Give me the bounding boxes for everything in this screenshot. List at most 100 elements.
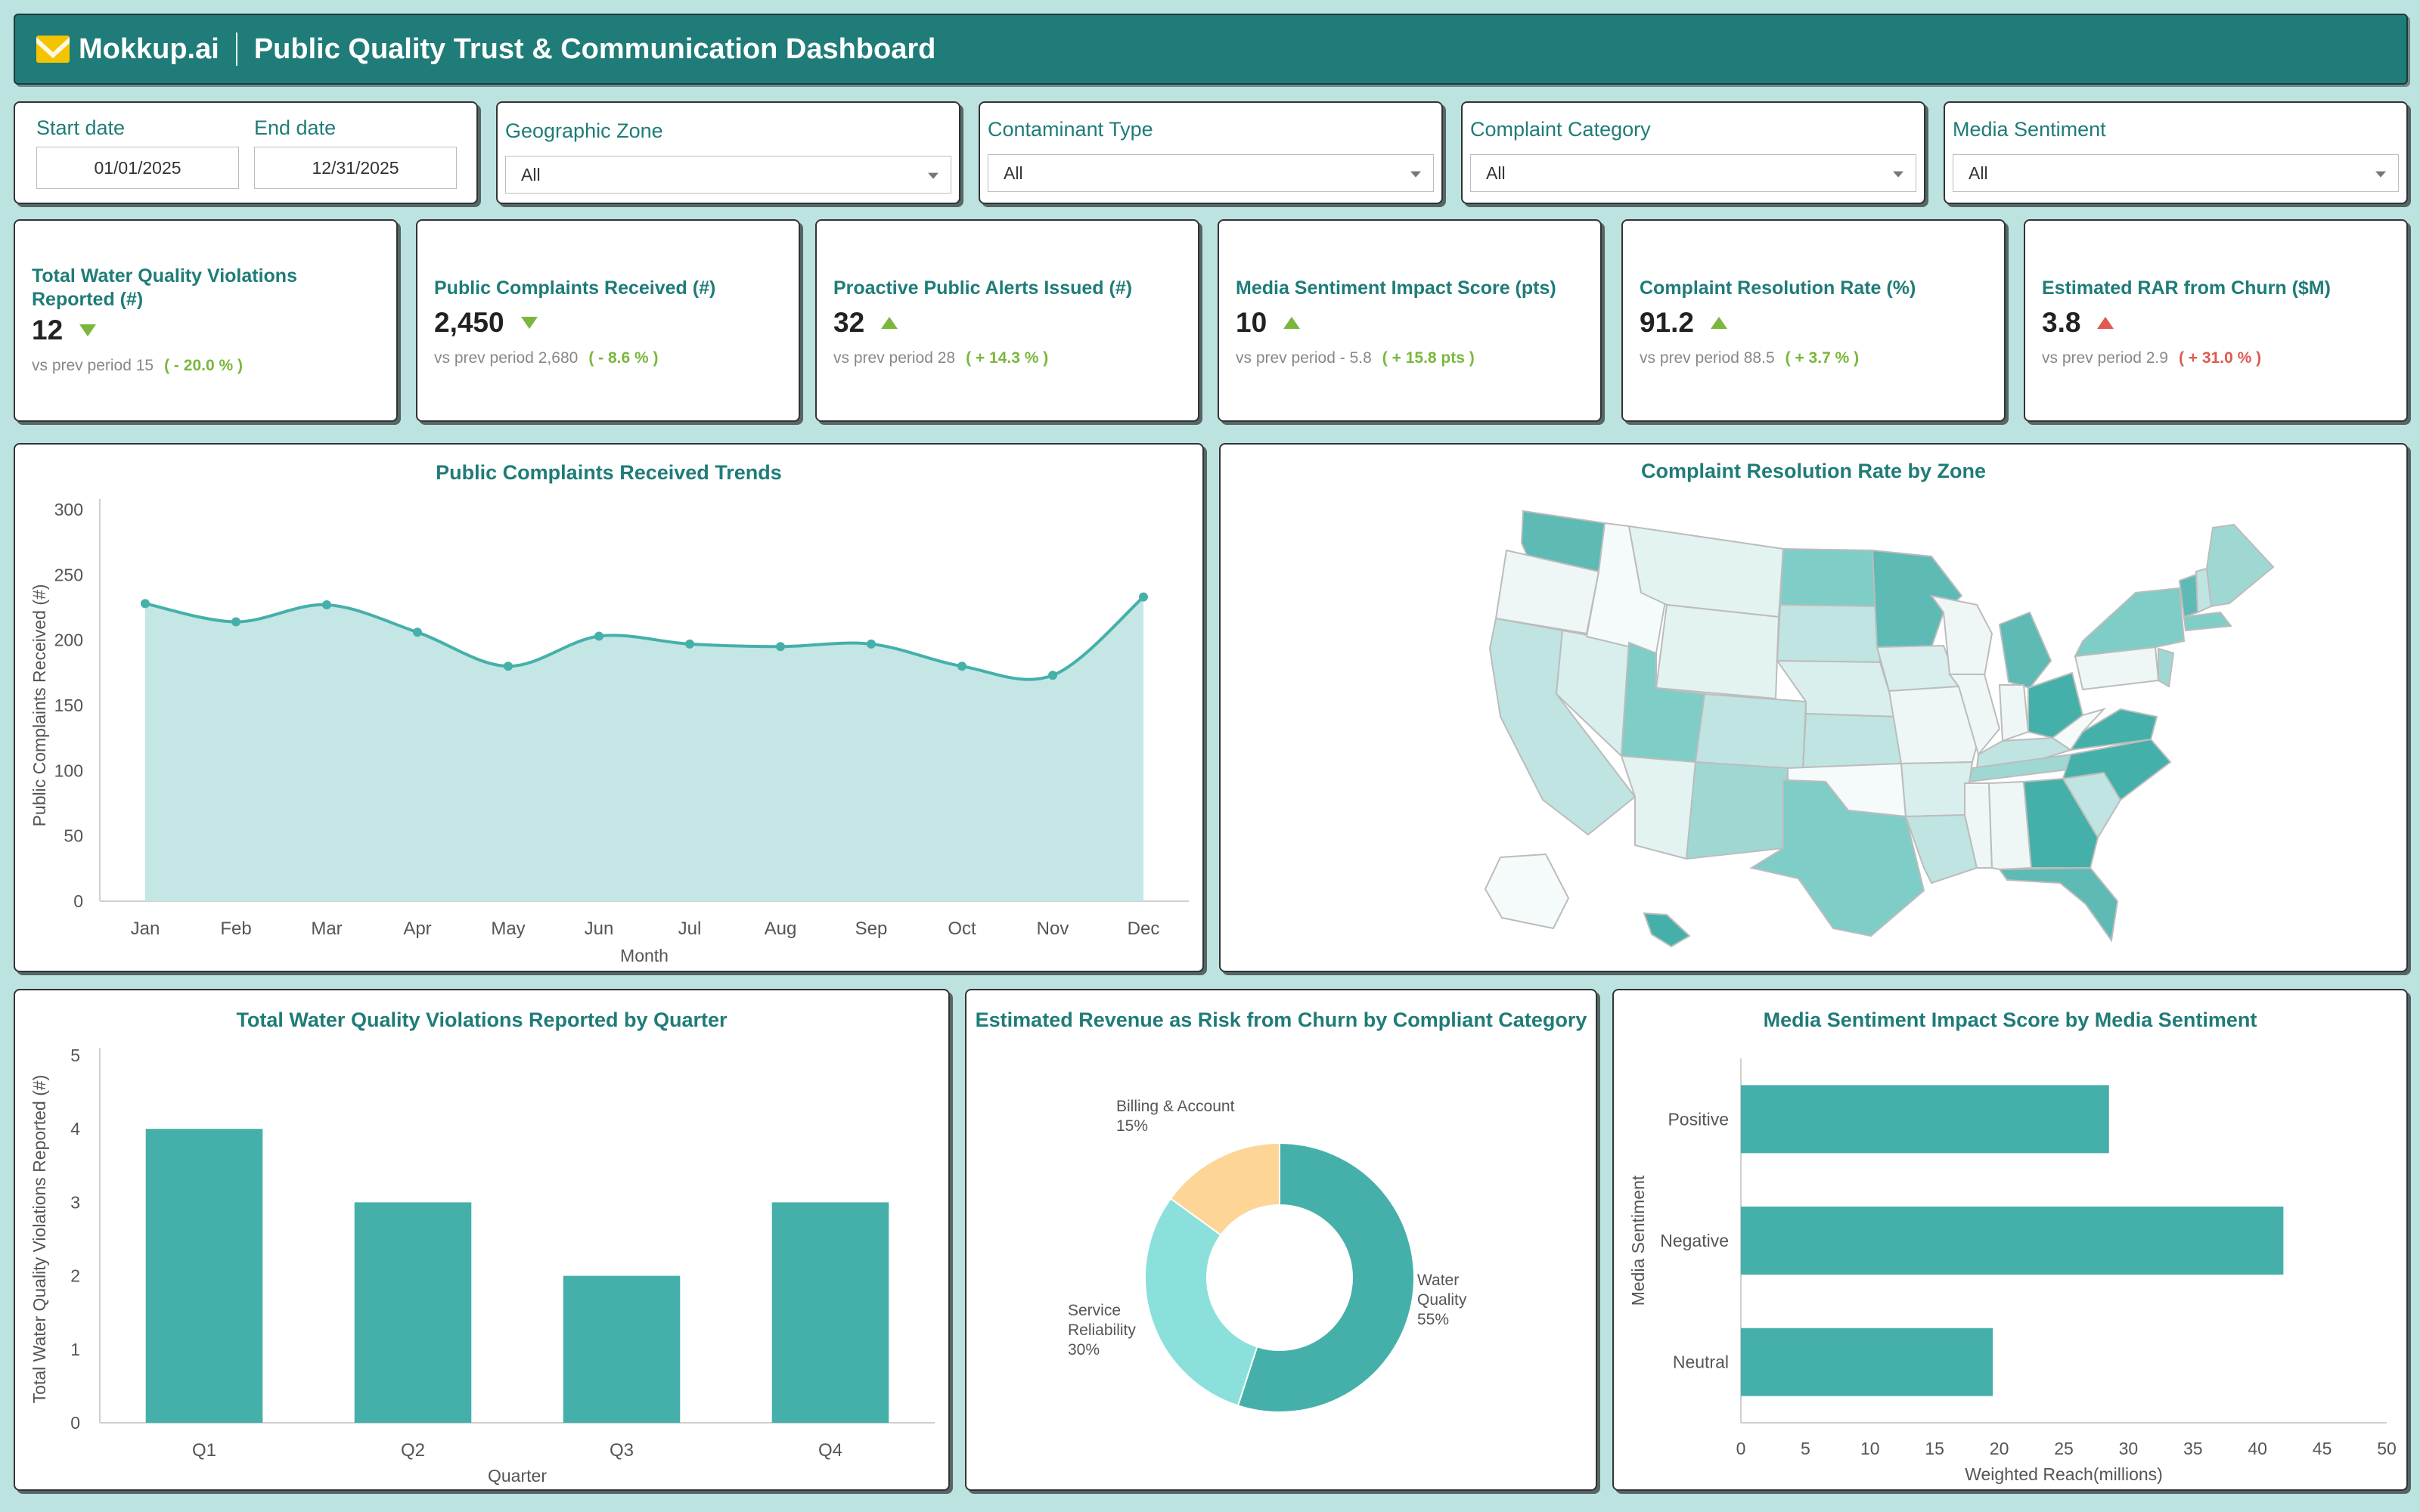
x-tick-label: May bbox=[491, 919, 525, 939]
logo-text[interactable]: Mokkup.ai bbox=[79, 33, 219, 65]
x-tick-label: Sep bbox=[855, 919, 888, 939]
bar-q2 bbox=[354, 1202, 472, 1423]
y-tick-label: Neutral bbox=[1673, 1352, 1729, 1372]
us-choropleth-map[interactable] bbox=[1221, 445, 2406, 971]
start-date-input[interactable]: 01/01/2025 bbox=[36, 147, 239, 189]
chevron-down-icon[interactable] bbox=[1410, 171, 1421, 178]
map-region-mississippi[interactable] bbox=[1964, 782, 1993, 869]
kpi-value: 91.2 bbox=[1640, 307, 1728, 339]
map-region-indiana[interactable] bbox=[1998, 684, 2030, 742]
kpi-card-media-sentiment[interactable]: Media Sentiment Impact Score (pts) 10 vs… bbox=[1218, 219, 1602, 422]
kpi-card-rar-churn[interactable]: Estimated RAR from Churn ($M) 3.8 vs pre… bbox=[2024, 219, 2408, 422]
bar-q3 bbox=[563, 1275, 681, 1423]
slice-label: Quality bbox=[1417, 1291, 1467, 1309]
kpi-value: 12 bbox=[32, 314, 97, 346]
map-region-louisiana[interactable] bbox=[1904, 813, 1978, 885]
end-date-label: End date bbox=[254, 116, 337, 139]
media-sentiment-bar-chart[interactable]: 0 5 10 15 20 25 30 35 40 45 50 Positive Negative Neut… bbox=[1614, 990, 2406, 1489]
x-tick-label: Mar bbox=[311, 919, 342, 939]
chart-title: Estimated Revenue as Risk from Churn by … bbox=[975, 1009, 1587, 1031]
chevron-down-icon[interactable] bbox=[928, 172, 939, 179]
x-axis-title: Month bbox=[620, 946, 669, 965]
y-tick-label: Positive bbox=[1668, 1109, 1729, 1129]
revenue-risk-card: Estimated Revenue as Risk from Churn by … bbox=[965, 989, 1597, 1491]
trend-point-jan bbox=[141, 599, 150, 609]
map-region-maine[interactable] bbox=[2205, 523, 2275, 608]
x-tick-label: Q4 bbox=[818, 1440, 842, 1461]
chevron-down-icon[interactable] bbox=[2375, 171, 2386, 178]
kpi-card-resolution-rate[interactable]: Complaint Resolution Rate (%) 91.2 vs pr… bbox=[1621, 219, 2006, 422]
map-region-massachusetts[interactable] bbox=[2183, 611, 2232, 632]
map-region-north-dakota[interactable] bbox=[1779, 547, 1879, 608]
map-region-kansas[interactable] bbox=[1801, 712, 1903, 771]
trend-down-icon bbox=[520, 317, 538, 329]
map-region-vermont[interactable] bbox=[2178, 573, 2199, 618]
map-region-georgia[interactable] bbox=[2022, 777, 2099, 869]
chevron-down-icon[interactable] bbox=[1893, 171, 1903, 178]
trend-up-icon bbox=[2097, 317, 2114, 329]
trend-point-sep bbox=[867, 639, 876, 649]
violations-bar-chart[interactable]: 0 1 2 3 4 5 Q1 Q2 Q3 Q4 Quarter Total Water Quality… bbox=[15, 990, 948, 1489]
resolution-map-card: Complaint Resolution Rate by Zone bbox=[1219, 443, 2408, 972]
trend-point-may bbox=[504, 662, 513, 671]
slice-label: Water bbox=[1417, 1272, 1459, 1289]
trend-up-icon bbox=[1711, 317, 1728, 329]
media-sentiment-value: All bbox=[1969, 163, 1988, 183]
slice-label: Reliability bbox=[1068, 1321, 1136, 1339]
kpi-prev-period: vs prev period 2.9( + 31.0 % ) bbox=[2042, 349, 2262, 367]
trend-point-jun bbox=[594, 631, 603, 641]
bar-q1 bbox=[145, 1129, 263, 1423]
media-sentiment-filter: Media Sentiment All bbox=[1944, 101, 2408, 204]
map-region-new-jersey[interactable] bbox=[2158, 647, 2175, 688]
complaint-category-select[interactable]: All bbox=[1470, 154, 1916, 192]
end-date-input[interactable]: 12/31/2025 bbox=[254, 147, 457, 189]
x-tick-label: Jul bbox=[678, 919, 702, 939]
map-region-florida[interactable] bbox=[1998, 866, 2119, 943]
map-region-new-mexico[interactable] bbox=[1685, 761, 1789, 860]
map-region-alaska[interactable] bbox=[1484, 853, 1570, 930]
x-tick-label: Aug bbox=[765, 919, 797, 939]
y-axis-title: Total Water Quality Violations Reported … bbox=[29, 1075, 49, 1404]
map-region-arizona[interactable] bbox=[1620, 754, 1697, 860]
revenue-risk-donut-chart[interactable]: Water Quality 55% Service Reliability 30% Bill… bbox=[966, 990, 1596, 1489]
x-tick-label: 0 bbox=[1736, 1439, 1746, 1458]
x-tick-label: 30 bbox=[2119, 1439, 2139, 1458]
y-tick-label: 50 bbox=[64, 826, 83, 846]
map-region-wyoming[interactable] bbox=[1655, 603, 1780, 700]
geographic-zone-value: All bbox=[521, 164, 541, 184]
contaminant-type-value: All bbox=[1004, 163, 1023, 183]
kpi-card-complaints[interactable]: Public Complaints Received (#) 2,450 vs … bbox=[416, 219, 800, 422]
trend-up-icon bbox=[881, 317, 898, 329]
map-region-new-york[interactable] bbox=[2074, 587, 2186, 658]
complaints-trend-chart[interactable]: 0 50 100 150 200 250 300 Jan Feb Mar Apr May Jun Jul A… bbox=[15, 445, 1202, 971]
map-region-arkansas[interactable] bbox=[1900, 761, 1974, 818]
bar-neutral bbox=[1741, 1328, 1993, 1396]
start-date-label: Start date bbox=[36, 116, 126, 139]
kpi-title: Complaint Resolution Rate (%) bbox=[1640, 277, 1916, 299]
complaint-category-filter: Complaint Category All bbox=[1461, 101, 1925, 204]
map-region-west-virginia[interactable] bbox=[2051, 708, 2107, 751]
map-region-texas[interactable] bbox=[1749, 779, 1925, 937]
chart-title: Media Sentiment Impact Score by Media Se… bbox=[1763, 1009, 2257, 1031]
media-sentiment-label: Media Sentiment bbox=[1953, 118, 2106, 141]
y-tick-label: 5 bbox=[70, 1046, 80, 1065]
map-region-michigan[interactable] bbox=[1998, 611, 2052, 689]
kpi-card-alerts[interactable]: Proactive Public Alerts Issued (#) 32 vs… bbox=[815, 219, 1199, 422]
y-tick-label: 2 bbox=[70, 1266, 80, 1286]
x-tick-label: Q3 bbox=[610, 1440, 634, 1461]
map-region-iowa[interactable] bbox=[1876, 644, 1960, 692]
contaminant-type-select[interactable]: All bbox=[988, 154, 1434, 192]
media-sentiment-select[interactable]: All bbox=[1953, 154, 2399, 192]
map-region-colorado[interactable] bbox=[1694, 692, 1807, 771]
bar-q4 bbox=[771, 1202, 889, 1423]
slice-percent: 55% bbox=[1417, 1311, 1449, 1328]
map-region-missouri[interactable] bbox=[1888, 685, 1980, 765]
geographic-zone-label: Geographic Zone bbox=[505, 119, 663, 142]
kpi-value: 3.8 bbox=[2042, 307, 2114, 339]
trend-area bbox=[145, 596, 1143, 901]
geographic-zone-select[interactable]: All bbox=[505, 156, 951, 194]
map-region-illinois[interactable] bbox=[1948, 674, 2001, 757]
map-region-south-dakota[interactable] bbox=[1776, 603, 1882, 664]
map-region-hawaii[interactable] bbox=[1643, 912, 1691, 948]
kpi-card-violations[interactable]: Total Water Quality Violations Reported … bbox=[14, 219, 398, 422]
